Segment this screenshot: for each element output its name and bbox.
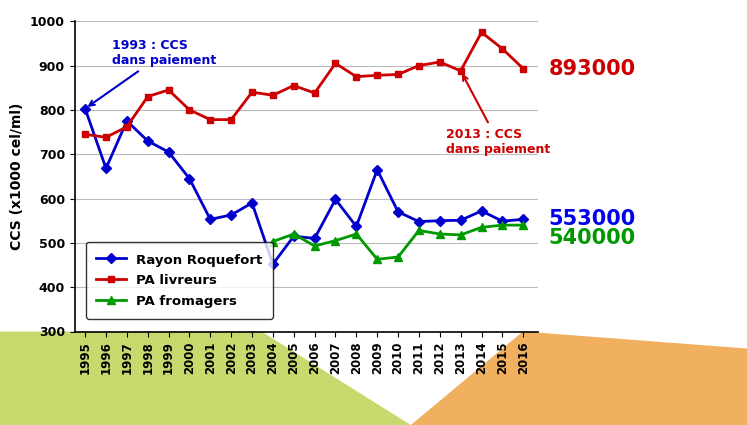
PA fromagers <box>331 238 340 243</box>
Rayon Roquefort <box>373 167 382 172</box>
Rayon Roquefort <box>102 166 111 171</box>
PA livreurs <box>81 132 90 137</box>
Text: 893000: 893000 <box>548 59 636 79</box>
Rayon Roquefort <box>477 208 486 213</box>
Rayon Roquefort <box>226 212 235 218</box>
PA livreurs <box>518 66 527 71</box>
PA livreurs <box>415 63 424 68</box>
PA livreurs <box>477 30 486 35</box>
PA fromagers <box>415 228 424 233</box>
Rayon Roquefort <box>185 176 194 181</box>
Rayon Roquefort <box>247 201 256 206</box>
PA livreurs <box>373 73 382 78</box>
PA fromagers <box>518 223 527 228</box>
PA livreurs <box>185 108 194 113</box>
PA livreurs <box>164 88 173 93</box>
PA fromagers <box>498 223 507 228</box>
Rayon Roquefort <box>268 261 277 266</box>
PA livreurs <box>102 135 111 140</box>
Y-axis label: CCS (x1000 cel/ml): CCS (x1000 cel/ml) <box>10 103 25 250</box>
PA fromagers <box>373 257 382 262</box>
Rayon Roquefort <box>352 224 361 229</box>
Rayon Roquefort <box>518 217 527 222</box>
Legend: Rayon Roquefort, PA livreurs, PA fromagers: Rayon Roquefort, PA livreurs, PA fromage… <box>86 242 273 319</box>
PA fromagers <box>456 232 465 238</box>
Text: 1993 : CCS
dans paiement: 1993 : CCS dans paiement <box>90 39 217 106</box>
PA livreurs <box>268 93 277 98</box>
PA livreurs <box>498 46 507 51</box>
PA fromagers <box>289 232 298 237</box>
Text: 540000: 540000 <box>548 228 636 249</box>
Line: PA livreurs: PA livreurs <box>81 29 527 141</box>
PA livreurs <box>331 61 340 66</box>
PA fromagers <box>268 239 277 244</box>
PA livreurs <box>123 124 131 129</box>
Text: 2013 : CCS
dans paiement: 2013 : CCS dans paiement <box>446 75 551 156</box>
PA fromagers <box>352 232 361 237</box>
Rayon Roquefort <box>456 218 465 223</box>
Rayon Roquefort <box>81 106 90 111</box>
Line: PA fromagers: PA fromagers <box>269 221 527 264</box>
Rayon Roquefort <box>206 217 215 222</box>
Rayon Roquefort <box>498 218 507 224</box>
Line: Rayon Roquefort: Rayon Roquefort <box>81 105 527 268</box>
Text: 553000: 553000 <box>548 210 636 230</box>
Rayon Roquefort <box>436 218 444 223</box>
PA fromagers <box>310 244 319 249</box>
PA livreurs <box>456 68 465 74</box>
PA livreurs <box>436 60 444 65</box>
PA livreurs <box>310 91 319 96</box>
PA livreurs <box>206 117 215 122</box>
PA fromagers <box>394 255 403 260</box>
Rayon Roquefort <box>289 234 298 239</box>
PA fromagers <box>436 232 444 237</box>
PA livreurs <box>247 90 256 95</box>
PA livreurs <box>143 94 152 99</box>
Rayon Roquefort <box>123 119 131 124</box>
Rayon Roquefort <box>331 197 340 202</box>
PA livreurs <box>394 72 403 77</box>
PA livreurs <box>289 83 298 88</box>
Rayon Roquefort <box>143 139 152 144</box>
Rayon Roquefort <box>310 236 319 241</box>
Rayon Roquefort <box>394 209 403 214</box>
PA livreurs <box>352 74 361 79</box>
PA fromagers <box>477 225 486 230</box>
PA livreurs <box>226 117 235 122</box>
Rayon Roquefort <box>164 150 173 155</box>
Rayon Roquefort <box>415 219 424 224</box>
